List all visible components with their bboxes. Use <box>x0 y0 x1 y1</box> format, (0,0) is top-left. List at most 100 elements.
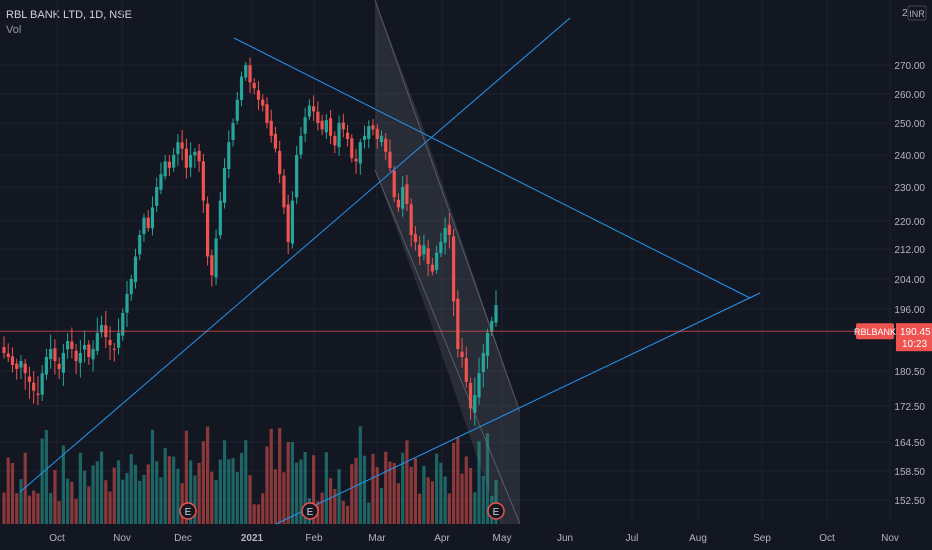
candle-body <box>87 344 91 357</box>
y-tick-label: 180.50 <box>894 367 925 378</box>
candle-body <box>112 348 116 350</box>
y-tick-label: 152.50 <box>894 496 925 507</box>
candle-body <box>379 135 384 143</box>
candle-body <box>384 138 388 152</box>
channel-layer <box>375 0 520 524</box>
x-tick-label: Jun <box>557 533 573 544</box>
candle-body <box>53 348 57 361</box>
candle-body <box>2 347 6 353</box>
candle-body <box>473 395 477 413</box>
volume-bar <box>405 440 409 524</box>
x-tick-label: Apr <box>434 533 450 544</box>
candle-body <box>477 373 481 398</box>
y-tick-label: 172.50 <box>894 402 925 413</box>
symbol-label: RBLBANK <box>854 327 896 337</box>
volume-bar <box>44 430 49 524</box>
x-axis: Oct Nov Dec 2021 Feb Mar Apr May Jun Jul Aug Sep Oct… <box>49 533 899 544</box>
x-tick-label: Oct <box>49 533 65 544</box>
candle-body <box>70 341 74 349</box>
candle-body <box>244 65 248 78</box>
volume-bar <box>312 455 316 524</box>
candle-body <box>345 132 350 139</box>
currency-prefix: 2 <box>902 8 908 19</box>
volume-bar <box>74 498 78 524</box>
volume-bar <box>456 437 460 524</box>
volume-bar <box>362 455 367 524</box>
last-price-value: 190.45 <box>900 327 931 338</box>
y-tick-label: 260.00 <box>894 90 925 101</box>
candle-body <box>464 358 468 382</box>
volume-bar <box>91 465 95 524</box>
x-tick-label: May <box>493 533 512 544</box>
candle-body <box>307 105 311 117</box>
candle-body <box>447 224 451 235</box>
candle-body <box>269 120 273 136</box>
candle-body <box>435 252 439 270</box>
candle-body <box>155 187 159 206</box>
last-price-bg <box>896 323 932 352</box>
volume-bar <box>108 491 112 524</box>
candle-body <box>108 339 112 345</box>
x-tick-label: Mar <box>368 533 386 544</box>
volume-bar <box>121 479 125 524</box>
candle-body <box>78 353 82 363</box>
candle-body <box>371 125 375 130</box>
y-tick-label: 220.00 <box>894 217 925 228</box>
candle-body <box>328 118 333 136</box>
channel-fill <box>375 0 520 524</box>
candle-body <box>456 298 460 349</box>
y-tick-label: 250.00 <box>894 119 925 130</box>
candle-body <box>392 170 396 198</box>
candle-body <box>40 373 44 395</box>
candle-body <box>490 321 494 332</box>
volume-bar <box>481 475 485 524</box>
candle-body <box>163 161 167 177</box>
volume-bar <box>299 459 303 524</box>
volume-bar <box>295 462 299 524</box>
volume-bar <box>401 452 405 524</box>
volume-bar <box>290 442 295 524</box>
candle-body <box>413 234 418 242</box>
candle-body <box>193 151 197 156</box>
volume-bar <box>375 467 379 524</box>
candle-body <box>481 353 485 373</box>
y-tick-label: 158.50 <box>894 467 925 478</box>
volume-bar <box>426 477 430 524</box>
candle-body <box>460 351 464 357</box>
volume-bar <box>40 438 44 524</box>
volume-bar <box>345 505 350 524</box>
x-tick-label: Sep <box>753 533 771 544</box>
volume-bar <box>447 493 451 524</box>
candle-body <box>44 357 49 375</box>
volume-bar <box>61 445 65 524</box>
volume-bar <box>6 457 10 524</box>
x-tick-label: 2021 <box>241 533 264 544</box>
candle-body <box>494 305 498 323</box>
candle-body <box>49 349 53 360</box>
earnings-marker <box>487 502 505 520</box>
candle-body <box>312 106 316 112</box>
candle-body <box>121 313 125 336</box>
candle-body <box>333 136 337 146</box>
candle-body <box>443 228 447 243</box>
candle-body <box>405 184 409 204</box>
currency-label: 2 INR <box>902 5 927 21</box>
volume-bar <box>57 501 61 524</box>
volume-bar <box>133 464 138 524</box>
candle-body <box>239 76 244 100</box>
volume-label: Vol <box>6 24 22 36</box>
volume-bar <box>27 495 32 524</box>
x-tick-label: Nov <box>113 533 131 544</box>
volume-bar <box>269 428 273 524</box>
volume-bar <box>155 461 159 524</box>
candle-body <box>66 341 70 350</box>
volume-bar <box>409 466 413 524</box>
volume-bar <box>248 475 252 524</box>
candle-body <box>74 350 78 361</box>
candle-body <box>430 264 434 272</box>
volume-bar <box>201 441 205 524</box>
volume-bar <box>193 475 197 524</box>
volume-bar <box>439 462 443 524</box>
